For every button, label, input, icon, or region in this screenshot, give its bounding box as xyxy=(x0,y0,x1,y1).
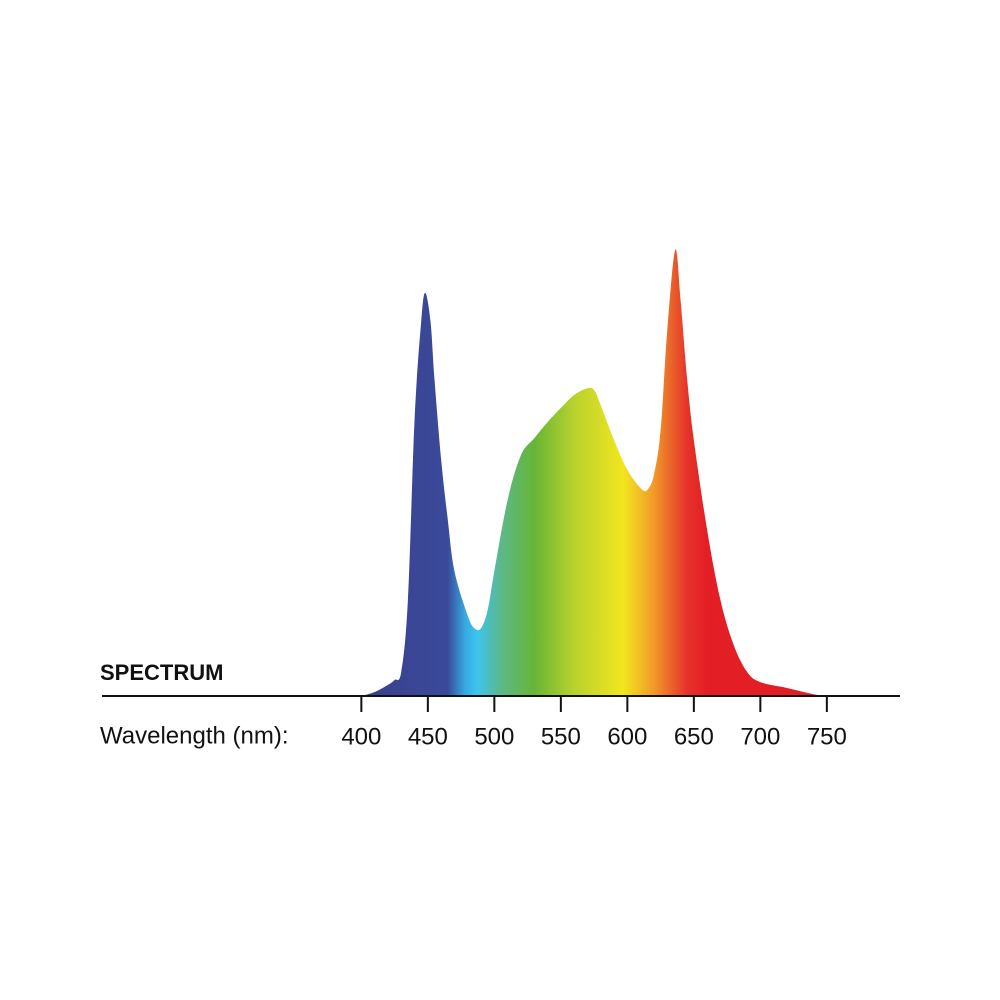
x-tick-label: 650 xyxy=(674,723,714,750)
x-tick-label: 700 xyxy=(740,723,780,750)
x-tick-label: 450 xyxy=(408,723,448,750)
chart-title: SPECTRUM xyxy=(100,660,223,685)
x-tick-label: 500 xyxy=(474,723,514,750)
x-tick-label: 550 xyxy=(541,723,581,750)
x-tick-label: 750 xyxy=(807,723,847,750)
x-tick-label: 400 xyxy=(341,723,381,750)
x-tick-label: 600 xyxy=(607,723,647,750)
x-axis-label: Wavelength (nm): xyxy=(100,722,289,749)
spectrum-area xyxy=(361,249,827,697)
